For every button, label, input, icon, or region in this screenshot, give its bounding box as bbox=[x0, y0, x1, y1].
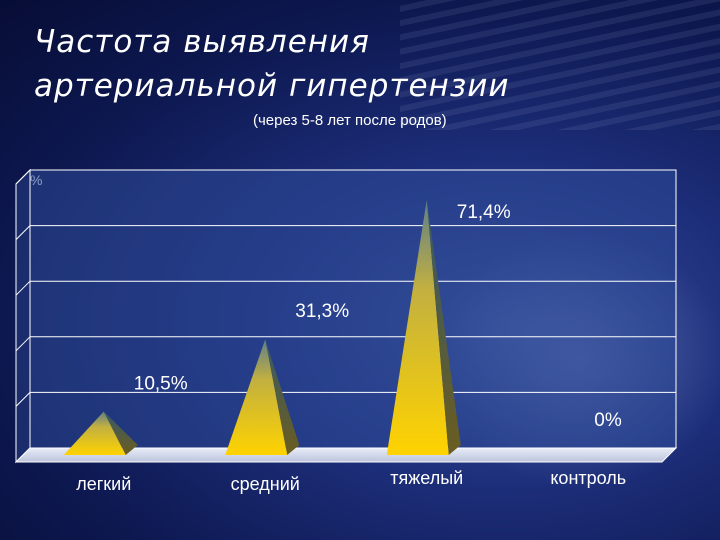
bar-side-face bbox=[265, 339, 300, 455]
bar-side-face bbox=[103, 411, 138, 455]
bar-front-face bbox=[386, 199, 449, 455]
background-texture bbox=[400, 0, 720, 130]
gridline-depth bbox=[15, 336, 31, 352]
data-label: 71,4% bbox=[457, 202, 511, 223]
data-label: 31,3% bbox=[295, 301, 349, 322]
gridline-depth bbox=[15, 280, 31, 296]
category-label: тяжелый bbox=[390, 468, 463, 488]
bar-2 bbox=[386, 199, 461, 455]
chart-subtitle: (через 5-8 лет после родов) bbox=[253, 112, 447, 129]
data-label: 10,5% bbox=[134, 374, 188, 395]
bar-0 bbox=[63, 411, 138, 455]
plot-side-wall bbox=[15, 168, 31, 464]
labels-group: 10,5% легкий 31,3% средний 71,4% тяжелый 0% кон… bbox=[76, 202, 626, 494]
bar-1 bbox=[225, 339, 300, 455]
plot-floor bbox=[14, 447, 678, 463]
gridline-depth bbox=[15, 225, 31, 240]
bars-group bbox=[63, 199, 461, 455]
bar-side-face bbox=[426, 199, 461, 455]
plot-area bbox=[14, 168, 678, 464]
bar-front-face bbox=[225, 339, 288, 455]
gridline-depth bbox=[15, 392, 31, 407]
bar-front-face bbox=[63, 411, 126, 455]
category-label: средний bbox=[231, 474, 300, 494]
category-label: легкий bbox=[76, 474, 131, 494]
category-label: контроль bbox=[550, 468, 626, 488]
data-label: 0% bbox=[594, 410, 622, 431]
chart-title: Частота выявления артериальной гипертенз… bbox=[34, 24, 510, 104]
plot-back-wall bbox=[30, 170, 676, 448]
gridline-depth bbox=[15, 169, 31, 185]
